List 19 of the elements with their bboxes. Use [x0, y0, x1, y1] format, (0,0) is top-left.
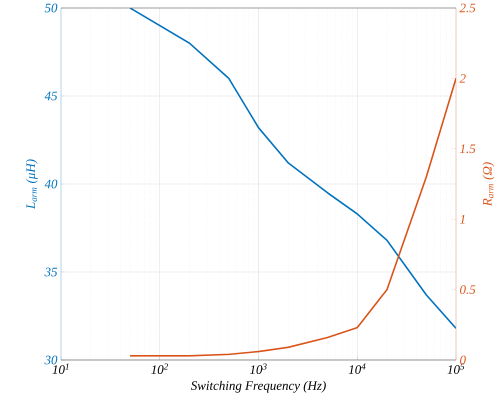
- x-axis-title: Switching Frequency (Hz): [190, 380, 326, 393]
- y-tick-label: 45: [44, 92, 58, 100]
- y-tick-label: 40: [44, 180, 58, 188]
- y2-tick-label: 2: [460, 74, 466, 83]
- y2-tick-label: 1.5: [460, 144, 476, 154]
- y-tick-label: 35: [44, 268, 58, 276]
- y-tick-label: 30: [44, 356, 58, 364]
- y-tick-label: 50: [44, 4, 58, 12]
- y2-tick-label: 2.5: [460, 4, 476, 12]
- x-tick-label: 10$^{5}$: [447, 364, 464, 374]
- y2-tick-label: 1: [460, 214, 465, 224]
- x-tick-label: 10$^{2}$: [151, 364, 168, 374]
- y2-axis-title: R$_{arm}$ (Ω): [482, 162, 494, 206]
- y2-tick-label: 0: [460, 356, 466, 364]
- y2-tick-label: 0.5: [460, 285, 476, 294]
- x-tick-label: 10$^{1}$: [52, 364, 69, 374]
- x-tick-label: 10$^{3}$: [250, 364, 267, 374]
- x-tick-label: 10$^{4}$: [348, 364, 366, 374]
- y-axis-title: L$_{arm}$ (μH): [26, 159, 38, 210]
